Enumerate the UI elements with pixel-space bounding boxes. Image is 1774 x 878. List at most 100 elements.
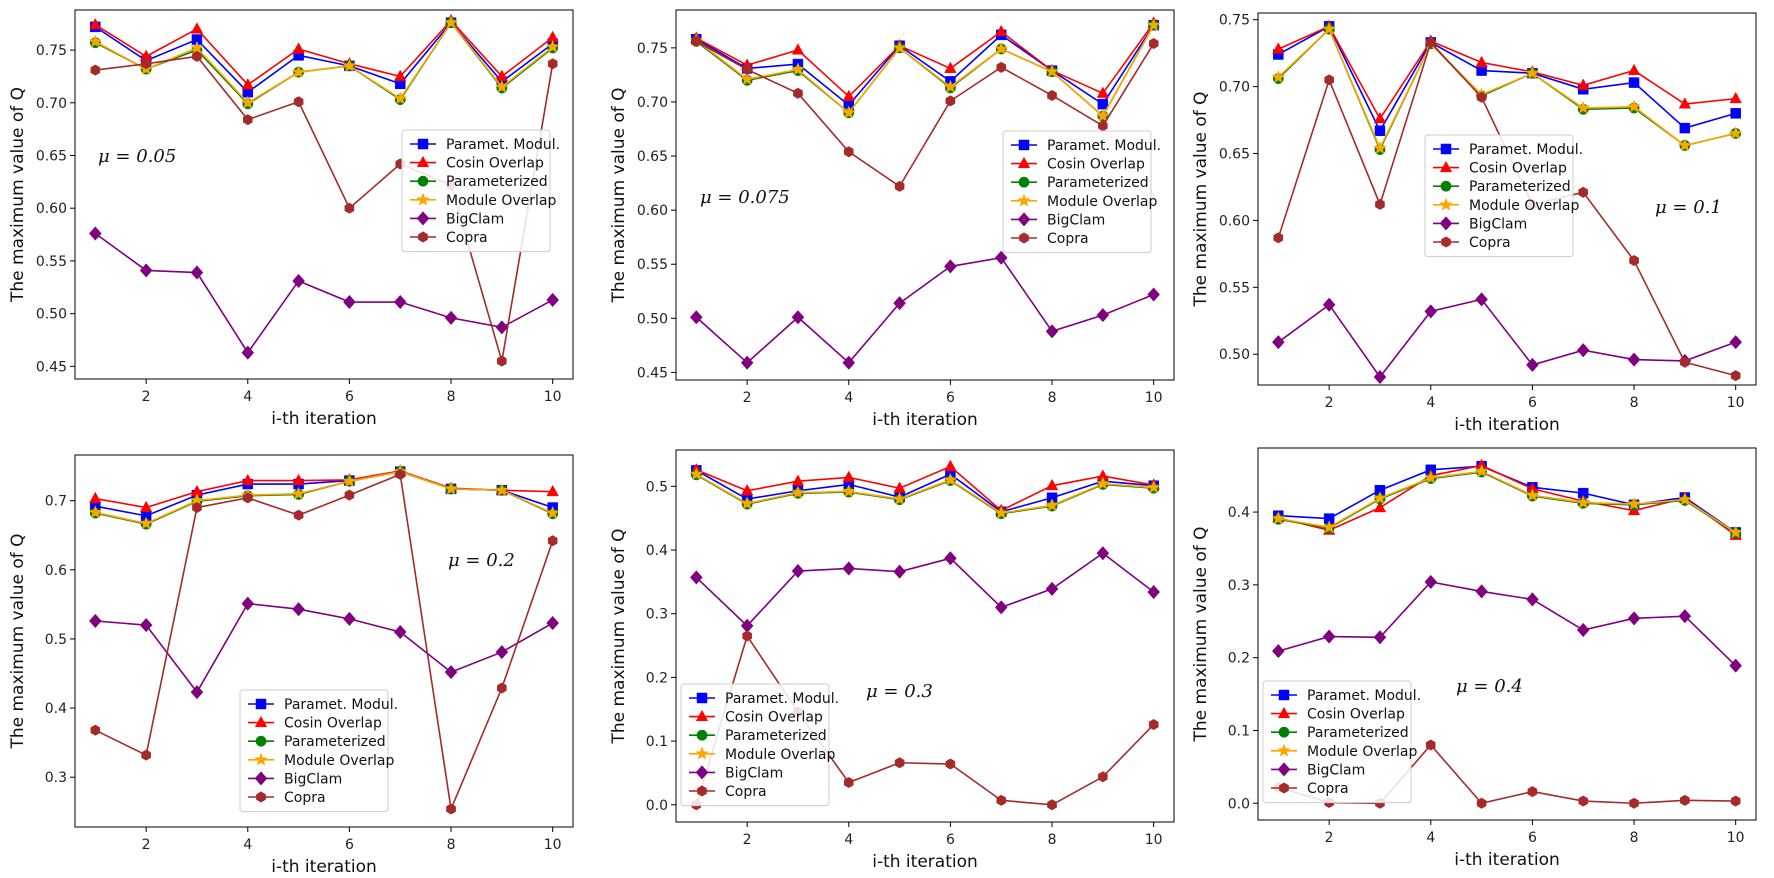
data-point (1576, 495, 1591, 509)
series-line-2 (696, 465, 1154, 512)
data-point (894, 180, 905, 192)
data-point (1578, 795, 1589, 807)
data-point (141, 749, 151, 761)
data-point (546, 615, 560, 631)
series-line-4 (695, 473, 1154, 514)
data-point (1045, 324, 1059, 339)
data-point (141, 58, 151, 70)
data-point (495, 79, 509, 93)
legend-marker (1439, 216, 1453, 231)
legend-label: Copra (1047, 231, 1089, 247)
data-point (1576, 622, 1590, 638)
data-point (740, 72, 754, 86)
chart-panel-3: 0.50 0.55 0.60 0.65 0.70 0.75 2 4 6 8 10 i-th itera… (1191, 12, 1757, 435)
legend-label: Module Overlap (1469, 198, 1580, 214)
data-point (90, 724, 101, 736)
data-point (547, 535, 558, 547)
legend-label: Paramet. Modul. (446, 137, 560, 153)
y-tick-label: 0.5 (45, 632, 67, 648)
data-point (394, 69, 407, 81)
data-point (843, 146, 854, 158)
x-axis-label: i-th iteration (872, 410, 978, 430)
y-tick-label: 0.0 (646, 798, 668, 814)
data-point (1272, 42, 1285, 54)
data-point (446, 803, 456, 815)
x-tick-label: 10 (1727, 395, 1745, 411)
y-tick-label: 0.2 (646, 670, 668, 686)
data-point (1678, 97, 1692, 109)
data-point (994, 250, 1008, 265)
legend-marker (256, 791, 266, 803)
data-point (944, 259, 957, 274)
data-point (1730, 108, 1741, 119)
data-point (1729, 658, 1743, 673)
data-point (344, 202, 355, 214)
series-line-1 (94, 21, 554, 94)
legend-marker (254, 715, 268, 728)
data-point (1526, 592, 1539, 607)
data-point (1423, 470, 1438, 484)
data-point (292, 473, 305, 486)
data-point (1627, 496, 1641, 510)
data-point (90, 64, 101, 76)
data-point (1679, 122, 1691, 134)
data-point (88, 505, 103, 519)
data-point (1729, 91, 1742, 104)
y-tick-label: 0.3 (1228, 578, 1250, 594)
y-axis-label: The maximum value of Q (609, 528, 629, 744)
data-point (1324, 74, 1334, 86)
data-point (1728, 525, 1743, 539)
data-point (192, 50, 202, 62)
data-point (945, 95, 956, 107)
legend-label: Module Overlap (284, 753, 395, 769)
data-point (1475, 55, 1488, 68)
legend-marker (1278, 689, 1290, 701)
series-line-6 (695, 40, 1155, 188)
y-tick-label: 0.70 (1219, 80, 1250, 96)
legend-marker (1019, 232, 1029, 244)
data-point (1424, 574, 1438, 590)
legend-marker (255, 698, 267, 710)
data-point (88, 613, 102, 629)
data-point (444, 481, 458, 495)
legend-marker (417, 138, 429, 150)
data-point (740, 483, 754, 496)
data-point (1146, 17, 1161, 31)
legend-marker (1277, 762, 1291, 777)
legend-marker (1278, 726, 1290, 738)
data-point (689, 467, 704, 481)
x-tick-label: 10 (544, 837, 562, 853)
legend-marker (1018, 139, 1030, 151)
x-tick-label: 8 (1048, 832, 1057, 848)
y-tick-label: 0.45 (36, 359, 67, 375)
data-point (691, 35, 702, 47)
legend-label: Parameterized (446, 174, 548, 190)
data-point (1475, 584, 1488, 599)
data-point (191, 34, 203, 45)
series-line-5 (695, 256, 1154, 364)
legend-label: Module Overlap (1047, 194, 1158, 210)
data-point (1148, 38, 1159, 50)
legend-marker (695, 709, 709, 722)
legend-label: Cosin Overlap (284, 716, 382, 732)
data-point (88, 34, 103, 48)
data-point (791, 485, 805, 499)
data-point (291, 64, 306, 79)
data-point (1425, 36, 1436, 48)
data-point (545, 39, 560, 53)
legend-marker (1277, 743, 1291, 757)
data-point (342, 474, 357, 488)
data-point (292, 42, 305, 54)
data-point (1271, 335, 1285, 350)
data-point (139, 516, 153, 530)
data-point (1098, 120, 1108, 132)
data-point (1147, 584, 1161, 600)
data-point (343, 294, 356, 310)
data-point (742, 630, 752, 642)
data-point (495, 644, 509, 660)
data-point (1047, 89, 1057, 102)
data-point (444, 664, 458, 680)
data-point (1627, 99, 1641, 113)
data-point (546, 484, 559, 497)
x-tick-label: 8 (447, 389, 456, 405)
